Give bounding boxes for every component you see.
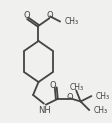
Text: CH₃: CH₃ bbox=[64, 16, 78, 25]
Text: NH: NH bbox=[38, 106, 50, 115]
Text: O: O bbox=[49, 81, 55, 90]
Text: CH₃: CH₃ bbox=[95, 92, 109, 101]
Text: O: O bbox=[24, 11, 30, 20]
Text: O: O bbox=[66, 93, 72, 102]
Text: O: O bbox=[46, 11, 53, 20]
Text: CH₃: CH₃ bbox=[93, 106, 107, 115]
Text: CH₃: CH₃ bbox=[69, 84, 83, 92]
